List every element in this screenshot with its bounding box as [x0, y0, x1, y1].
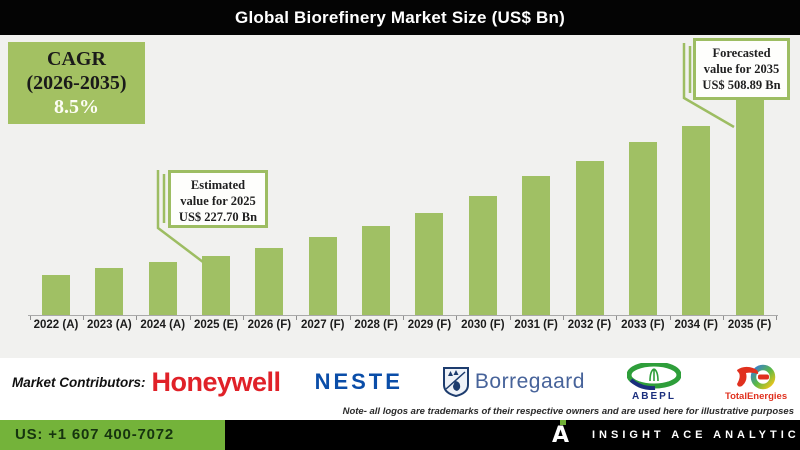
borregaard-logo: Borregaard: [442, 367, 585, 397]
axis-tick: [189, 316, 191, 320]
totalenergies-wordmark: TotalEnergies: [724, 390, 788, 402]
abepl-logo: ABEPL: [626, 362, 681, 402]
totalenergies-te-icon: [737, 364, 776, 389]
axis-tick: [509, 316, 511, 320]
estimated-callout-line: [156, 170, 204, 263]
x-tick-label: 2027 (F): [301, 319, 345, 331]
forecast-callout-line: [682, 43, 735, 129]
axis-tick: [349, 316, 351, 320]
x-axis-line: [28, 315, 778, 316]
bar-2029 (F): [415, 213, 444, 315]
axis-tick: [242, 316, 244, 320]
borregaard-shield-icon: [442, 367, 469, 397]
forecast-callout-line2: value for 2035: [703, 62, 780, 76]
estimated-callout-value: US$ 227.70 Bn: [178, 210, 258, 224]
x-tick-label: 2022 (A): [33, 319, 79, 331]
abepl-leaf-icon: [626, 362, 681, 390]
bar-2027 (F): [308, 237, 337, 315]
axis-tick: [136, 316, 138, 320]
bar-2026 (F): [255, 248, 284, 315]
bar-2033 (F): [628, 142, 657, 315]
chart-title: Global Biorefinery Market Size (US$ Bn): [235, 8, 565, 27]
bar-2028 (F): [362, 226, 391, 315]
x-tick-label: 2023 (A): [86, 319, 132, 331]
x-tick-label: 2028 (F): [354, 319, 398, 331]
honeywell-logo: Honeywell: [151, 366, 282, 397]
x-tick-label: 2034 (F): [674, 319, 718, 331]
estimated-callout-line1: Estimated: [190, 178, 246, 192]
brand-name: INSIGHT ACE ANALYTIC: [592, 429, 800, 441]
totalenergies-logo: TotalEnergies: [725, 363, 787, 402]
bar-2023 (A): [95, 268, 124, 315]
callout-connectors: [156, 43, 735, 263]
x-tick-label: 2033 (F): [621, 319, 665, 331]
cagr-badge: CAGR (2026-2035) 8.5%: [8, 42, 145, 124]
estimated-value-callout: Estimated value for 2025 US$ 227.70 Bn: [168, 170, 268, 228]
phone-number: US: +1 607 400-7072: [15, 426, 175, 443]
cagr-period: (2026-2035): [26, 72, 127, 94]
axis-tick: [616, 316, 618, 320]
bar-2031 (F): [522, 176, 551, 315]
x-tick-label: 2025 (E): [193, 319, 239, 331]
forecast-value-callout: Forecasted value for 2035 US$ 508.89 Bn: [693, 38, 790, 100]
bar-2025 (E): [202, 256, 231, 315]
x-tick-label: 2031 (F): [514, 319, 558, 331]
axis-tick: [563, 316, 564, 320]
x-tick-label: 2032 (F): [567, 319, 612, 331]
bar-2035 (F): [735, 99, 764, 315]
cagr-label: CAGR: [47, 48, 106, 70]
footer-contact-block: US: +1 607 400-7072: [0, 420, 225, 450]
x-tick-label: 2026 (F): [247, 319, 292, 331]
bar-2032 (F): [575, 161, 604, 315]
neste-logo: NESTE: [314, 369, 403, 394]
axis-tick: [82, 316, 84, 320]
axis-tick: [669, 316, 671, 320]
trademark-note: Note- all logos are trademarks of their …: [342, 406, 794, 417]
forecast-callout-line1: Forecasted: [712, 46, 771, 60]
x-tick-label: 2024 (A): [140, 319, 186, 331]
bar-2022 (A): [42, 275, 70, 315]
insight-ace-dot-icon: [560, 420, 566, 425]
x-tick-label: 2029 (F): [407, 319, 452, 331]
axis-tick: [776, 316, 778, 320]
abepl-wordmark: ABEPL: [632, 390, 676, 402]
contributors-label: Market Contributors:: [12, 374, 146, 390]
cagr-value: 8.5%: [54, 96, 99, 118]
x-tick-label: 2035 (F): [727, 319, 772, 331]
forecast-callout-value: US$ 508.89 Bn: [702, 78, 781, 92]
axis-tick: [29, 316, 31, 320]
insight-ace-a-icon: A: [552, 423, 570, 448]
borregaard-wordmark: Borregaard: [474, 370, 585, 393]
bar-2030 (F): [468, 196, 497, 315]
market-contributors-strip: Market Contributors: Honeywell NESTE Bor…: [0, 358, 800, 420]
axis-tick: [402, 316, 404, 320]
chart-area: CAGR (2026-2035) 8.5% 2022 (A) 2023 (A) 20…: [0, 35, 800, 358]
bar-2034 (F): [682, 126, 711, 315]
axis-tick: [296, 316, 298, 320]
bar-2024 (A): [148, 262, 177, 315]
x-tick-label: 2030 (F): [461, 319, 505, 331]
axis-tick: [723, 316, 725, 320]
contributors-row: Market Contributors: Honeywell NESTE Bor…: [0, 358, 800, 406]
estimated-callout-line2: value for 2025: [180, 194, 256, 208]
axis-tick: [456, 316, 458, 320]
title-bar: Global Biorefinery Market Size (US$ Bn): [0, 0, 800, 35]
footer-bar: US: +1 607 400-7072 A INSIGHT ACE ANALYT…: [0, 420, 800, 450]
